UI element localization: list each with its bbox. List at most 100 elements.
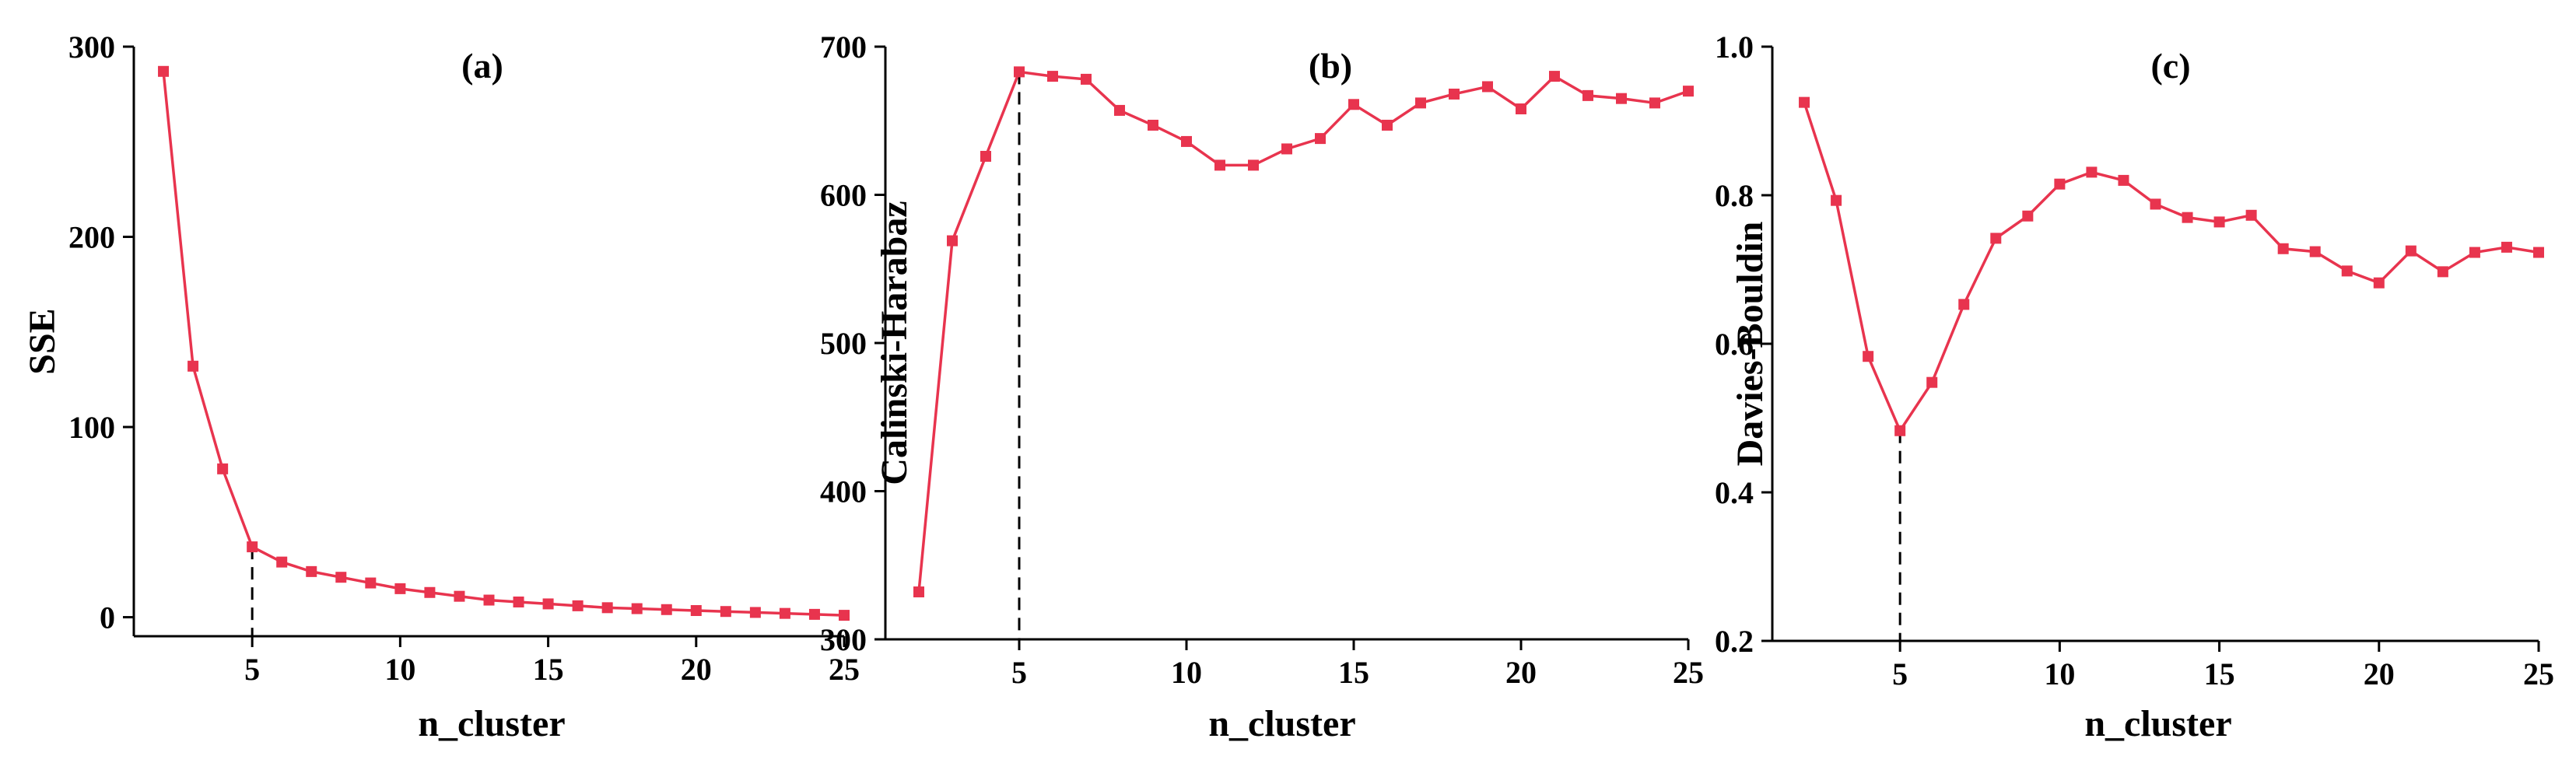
data-point <box>1616 93 1627 104</box>
x-axis-label: n_cluster <box>1208 703 1355 744</box>
data-point <box>1549 71 1560 82</box>
x-tick-label: 10 <box>1171 655 1202 690</box>
panel-b: 5 10 15 20 25300400500600700n_clusterCalinsk… <box>820 30 1704 744</box>
data-point <box>1799 96 1810 108</box>
data-point <box>1281 143 1292 155</box>
data-point <box>1449 88 1460 100</box>
series-line <box>1803 102 2539 434</box>
data-point <box>1415 97 1426 109</box>
data-point <box>365 577 377 589</box>
y-tick-label: 300 <box>820 622 867 657</box>
data-point <box>661 604 672 615</box>
data-point <box>720 606 731 618</box>
y-tick-label: 1.0 <box>1715 30 1754 65</box>
data-point <box>1248 159 1259 171</box>
data-point <box>217 463 229 474</box>
data-point <box>913 586 924 598</box>
data-point <box>394 583 406 594</box>
data-point <box>2054 178 2066 190</box>
y-tick-label: 0 <box>100 600 115 635</box>
data-point <box>2469 247 2480 258</box>
series-line <box>917 70 1689 593</box>
data-point <box>1214 159 1225 171</box>
x-tick-label: 25 <box>2523 656 2554 691</box>
data-point <box>1894 425 1906 436</box>
x-tick-label: 25 <box>829 652 860 687</box>
data-point <box>1482 81 1493 93</box>
y-tick-label: 200 <box>68 220 115 255</box>
panel-label: (a) <box>461 46 503 86</box>
data-point <box>2150 198 2161 210</box>
data-point <box>335 572 347 583</box>
data-point <box>1649 97 1660 109</box>
data-point <box>2437 266 2448 278</box>
x-tick-label: 20 <box>1505 655 1537 690</box>
y-tick-label: 700 <box>820 30 867 65</box>
data-point <box>2086 166 2098 178</box>
x-axis-label: n_cluster <box>418 703 565 744</box>
x-tick-label: 10 <box>384 652 415 687</box>
data-point <box>2245 209 2257 221</box>
panel-a: 5 10 15 20 25 0 100 200 300 n_cluster SSE (a) <box>22 30 860 744</box>
data-point <box>188 360 199 372</box>
data-point <box>454 590 465 602</box>
data-point <box>1081 73 1092 85</box>
data-point <box>1990 233 2002 244</box>
data-point <box>276 556 288 568</box>
data-point <box>2213 216 2225 228</box>
y-tick-label: 0.4 <box>1715 475 1754 510</box>
data-point <box>1831 194 1842 206</box>
y-tick-label: 500 <box>820 326 867 361</box>
data-point <box>1348 99 1359 110</box>
x-tick-label: 15 <box>2204 656 2235 691</box>
data-point <box>572 600 584 611</box>
data-point <box>631 603 643 614</box>
data-point <box>1047 71 1058 82</box>
data-point <box>1014 66 1025 78</box>
data-point <box>749 607 761 618</box>
data-point <box>424 586 436 598</box>
y-axis-label: Davies-Bouldin <box>1730 222 1771 467</box>
x-tick-label: 15 <box>1338 655 1369 690</box>
y-tick-label: 400 <box>820 474 867 509</box>
data-point <box>980 150 991 162</box>
data-point <box>306 565 317 577</box>
data-point <box>779 607 790 619</box>
y-tick-label: 0.8 <box>1715 178 1754 213</box>
x-tick-label: 15 <box>533 652 564 687</box>
data-point <box>247 541 258 553</box>
data-point <box>1516 103 1526 115</box>
panel-c: 5 10 15 20 25 0.2 0.4 0.6 0.8 1.0 n_cluster Davies-… <box>1715 30 2554 744</box>
y-tick-label: 100 <box>68 410 115 445</box>
data-point <box>1582 89 1593 101</box>
y-tick-label: 0.2 <box>1715 624 1754 659</box>
data-point <box>542 598 554 610</box>
data-point <box>1382 119 1393 131</box>
data-point <box>690 604 702 616</box>
x-tick-label: 25 <box>1673 655 1704 690</box>
x-tick-label: 20 <box>681 652 712 687</box>
y-axis-label: Calinski-Harabaz <box>874 201 915 485</box>
data-point <box>1863 351 1874 362</box>
x-tick-label: 5 <box>1892 656 1908 691</box>
x-axis-label: n_cluster <box>2084 703 2231 744</box>
y-tick-label: 0.6 <box>1715 327 1754 362</box>
panel-label: (c) <box>2150 46 2190 86</box>
data-point <box>808 608 820 620</box>
data-point <box>839 610 850 621</box>
data-point <box>158 65 170 77</box>
data-point <box>2405 245 2417 257</box>
data-point <box>601 602 613 614</box>
x-tick-label: 10 <box>2044 656 2075 691</box>
data-point <box>947 235 958 247</box>
panel-label: (b) <box>1309 46 1352 86</box>
y-tick-label: 600 <box>820 178 867 213</box>
y-tick-label: 300 <box>68 30 115 65</box>
x-tick-label: 5 <box>244 652 260 687</box>
data-point <box>2277 243 2289 254</box>
data-point <box>1958 299 1970 310</box>
data-point <box>2533 247 2544 258</box>
data-point <box>1315 133 1326 145</box>
data-point <box>2309 246 2321 257</box>
